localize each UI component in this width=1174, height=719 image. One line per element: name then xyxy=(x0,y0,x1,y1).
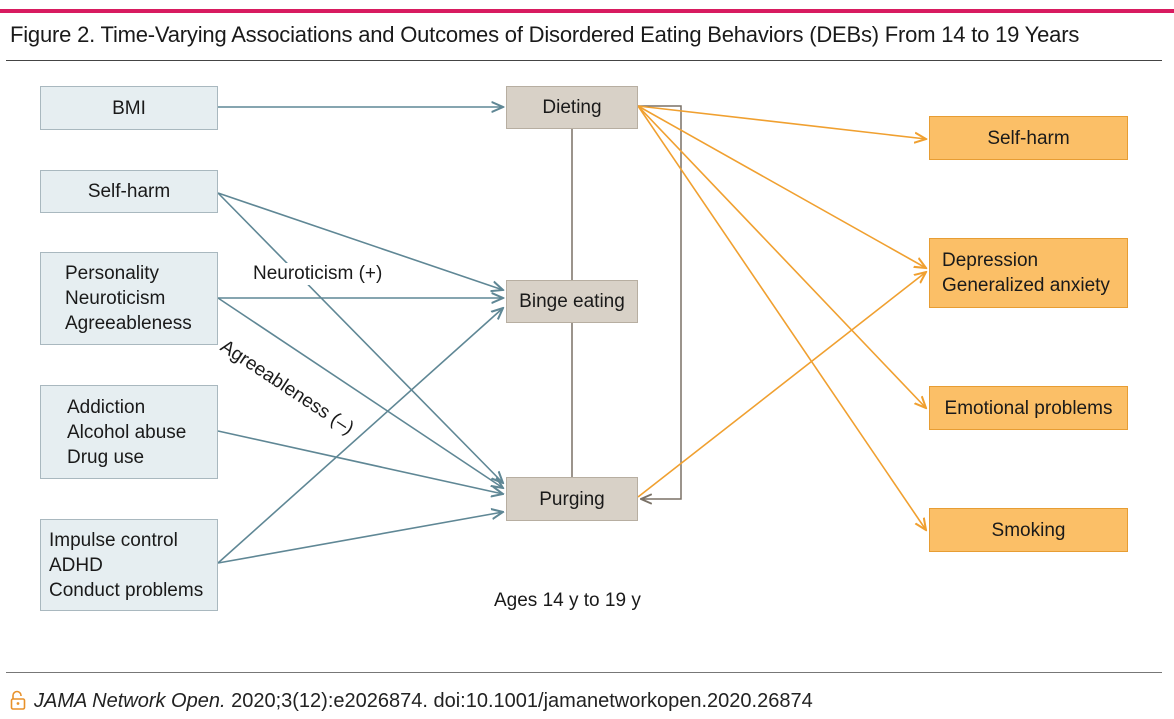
lock-open-icon xyxy=(10,690,26,716)
outcome-smoking-label: Smoking xyxy=(991,519,1066,541)
arrow-dieting-smoking xyxy=(637,105,926,530)
outcome-emotional-label: Emotional problems xyxy=(944,397,1113,419)
deb-dieting-box: Dieting xyxy=(506,86,638,129)
predictor-conduct-line: Conduct problems xyxy=(49,579,204,601)
predictor-alcohol-line: Alcohol abuse xyxy=(67,421,187,443)
predictor-self-harm-label: Self-harm xyxy=(87,181,171,202)
deb-dieting-label: Dieting xyxy=(542,97,602,118)
predictor-impulse-box: Impulse control ADHD Conduct problems xyxy=(40,519,218,611)
predictor-self-harm-box: Self-harm xyxy=(40,170,218,213)
outcome-self-harm-label: Self-harm xyxy=(987,127,1070,149)
arrow-purging-depression xyxy=(637,272,926,498)
arrow-dieting-selfharm xyxy=(637,105,926,139)
predictor-addiction-box: Addiction Alcohol abuse Drug use xyxy=(40,385,218,479)
figure-title: Figure 2. Time-Varying Associations and … xyxy=(10,22,1080,47)
predictor-addiction-line: Addiction xyxy=(67,396,146,418)
footer-divider xyxy=(6,672,1162,673)
predictor-agreeableness-line: Agreeableness xyxy=(65,313,192,334)
predictor-impulse-line: Impulse control xyxy=(49,529,178,551)
outcome-self-harm-box: Self-harm xyxy=(929,116,1128,160)
arrow-addiction-purging xyxy=(217,430,503,494)
top-accent-bar xyxy=(0,9,1174,13)
connector-dieting-purging xyxy=(638,105,682,499)
predictor-bmi-box: BMI xyxy=(40,86,218,130)
predictor-personality-line: Personality xyxy=(65,263,159,284)
arrow-impulse-binge xyxy=(217,308,503,564)
neuroticism-edge-label: Neuroticism (+) xyxy=(251,263,385,285)
outcome-smoking-box: Smoking xyxy=(929,508,1128,552)
outcome-emotional-box: Emotional problems xyxy=(929,386,1128,430)
deb-purging-label: Purging xyxy=(539,488,605,510)
arrow-impulse-purging xyxy=(217,512,503,564)
predictor-personality-box: Personality Neuroticism Agreeableness xyxy=(40,252,218,345)
journal-name: JAMA Network Open. xyxy=(34,690,226,712)
outcome-depression-box: Depression Generalized anxiety xyxy=(929,238,1128,308)
arrow-selfharm-binge xyxy=(217,192,503,290)
outcome-anxiety-line: Generalized anxiety xyxy=(942,275,1110,296)
arrow-selfharm-purging xyxy=(217,192,503,483)
predictor-adhd-line: ADHD xyxy=(49,554,103,576)
predictor-bmi-label: BMI xyxy=(112,97,146,119)
predictor-drug-line: Drug use xyxy=(67,446,145,468)
citation-footer: JAMA Network Open. 2020;3(12):e2026874. … xyxy=(10,690,813,716)
arrow-personality-purging xyxy=(217,297,503,488)
arrow-dieting-emotional xyxy=(637,105,926,408)
age-range-label: Ages 14 y to 19 y xyxy=(494,590,641,611)
deb-binge-eating-label: Binge eating xyxy=(519,291,625,312)
arrow-dieting-depression xyxy=(637,105,926,268)
title-divider xyxy=(6,60,1162,61)
deb-binge-eating-box: Binge eating xyxy=(506,280,638,323)
outcome-depression-line: Depression xyxy=(942,250,1039,271)
deb-purging-box: Purging xyxy=(506,477,638,521)
predictor-neuroticism-line: Neuroticism xyxy=(65,288,166,309)
citation-text: 2020;3(12):e2026874. doi:10.1001/jamanet… xyxy=(225,690,813,712)
